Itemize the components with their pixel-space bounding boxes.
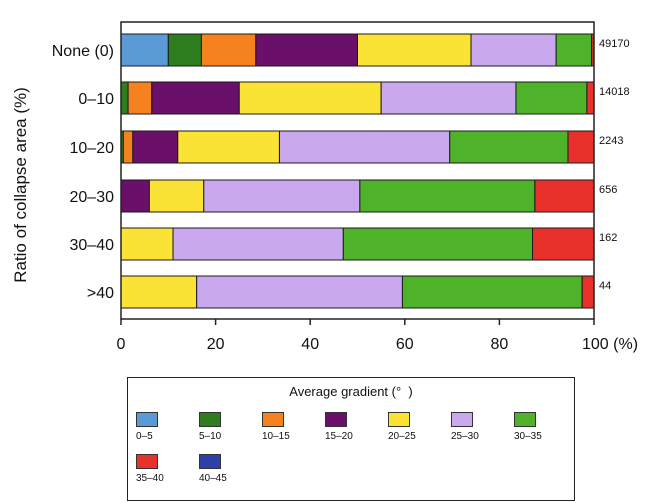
legend-swatch [136, 454, 158, 469]
legend-item: 15–20 [325, 412, 385, 448]
x-tick-label: 20 [207, 336, 225, 353]
legend-label: 15–20 [325, 431, 353, 442]
bar-segment [132, 130, 179, 164]
count-label: 44 [599, 280, 611, 292]
legend-item: 20–25 [388, 412, 448, 448]
bar-segment [581, 275, 595, 309]
bar-segment [151, 81, 240, 115]
plot-frame [120, 21, 595, 320]
bar-segment [148, 179, 205, 213]
bar-segment [401, 275, 583, 309]
legend-item: 0–5 [136, 412, 196, 448]
category-label: None (0) [52, 43, 114, 60]
legend-item: 10–15 [262, 412, 322, 448]
bar-segment [127, 81, 153, 115]
x-tick-label: 100 (%) [582, 336, 638, 353]
bar-segment [200, 33, 257, 67]
bar-segment [120, 81, 129, 115]
x-tick-label: 80 [491, 336, 509, 353]
bar-segment [342, 227, 534, 261]
bar-segment [172, 227, 344, 261]
legend-item: 5–10 [199, 412, 259, 448]
bars-group [120, 33, 595, 309]
bar-segment [177, 130, 280, 164]
bar-segment [532, 227, 595, 261]
bar-segment [120, 227, 174, 261]
legend-label: 30–35 [514, 431, 542, 442]
legend-swatch [451, 412, 473, 427]
legend-label: 0–5 [136, 431, 153, 442]
bar-segment [167, 33, 202, 67]
legend-label: 25–30 [451, 431, 479, 442]
bar-segment [255, 33, 358, 67]
bar-segment [515, 81, 588, 115]
count-label: 14018 [599, 86, 630, 98]
x-ticks-group: 0 20 40 60 80 100 (%) [117, 319, 638, 353]
bar-segment [470, 33, 557, 67]
legend-label: 20–25 [388, 431, 416, 442]
bar-segment [534, 179, 595, 213]
y-axis-label: Ratio of collapse area (%) [11, 87, 30, 283]
legend-swatch [199, 454, 221, 469]
legend-label: 35–40 [136, 473, 164, 484]
bar-segment [586, 81, 595, 115]
legend-label: 40–45 [199, 473, 227, 484]
category-label: >40 [87, 285, 114, 302]
count-label: 49170 [599, 38, 630, 50]
legend-item: 25–30 [451, 412, 511, 448]
bar-segment [567, 130, 595, 164]
legend-title: Average gradient (° ) [289, 384, 413, 399]
category-label: 20–30 [70, 189, 115, 206]
count-labels-group: 49170 14018 2243 656 162 44 [599, 38, 630, 292]
bar-segment [120, 275, 198, 309]
category-labels-group: None (0) 0–10 10–20 20–30 30–40 >40 [52, 43, 114, 302]
count-label: 2243 [599, 135, 623, 147]
legend-item: 30–35 [514, 412, 574, 448]
legend-swatch [388, 412, 410, 427]
bar-segment [555, 33, 593, 67]
legend-item: 35–40 [136, 454, 196, 490]
legend-swatch [514, 412, 536, 427]
count-label: 162 [599, 232, 617, 244]
category-label: 10–20 [70, 140, 115, 157]
count-label: 656 [599, 184, 617, 196]
category-label: 0–10 [78, 91, 114, 108]
bar-segment [196, 275, 403, 309]
bar-segment [380, 81, 517, 115]
stacked-bar-chart: Ratio of collapse area (%) 0 20 40 60 80 100 … [11, 21, 638, 353]
legend-label: 5–10 [199, 431, 222, 442]
bar-segment [120, 179, 150, 213]
legend-item: 40–45 [199, 454, 259, 490]
x-tick-label: 40 [301, 336, 319, 353]
bar-segment [122, 130, 134, 164]
legend-swatch [136, 412, 158, 427]
x-tick-label: 0 [117, 336, 126, 353]
category-label: 30–40 [70, 237, 115, 254]
legend: Average gradient (° ) 0–5 5–10 10–15 15–20 2… [127, 377, 575, 501]
bar-segment [278, 130, 451, 164]
x-tick-label: 60 [396, 336, 414, 353]
legend-swatch [199, 412, 221, 427]
bar-segment [359, 179, 536, 213]
bar-segment [120, 33, 169, 67]
legend-swatch [262, 412, 284, 427]
legend-swatch [325, 412, 347, 427]
bar-segment [449, 130, 569, 164]
bar-segment [203, 179, 361, 213]
bar-segment [238, 81, 382, 115]
legend-label: 10–15 [262, 431, 290, 442]
bar-segment [357, 33, 472, 67]
